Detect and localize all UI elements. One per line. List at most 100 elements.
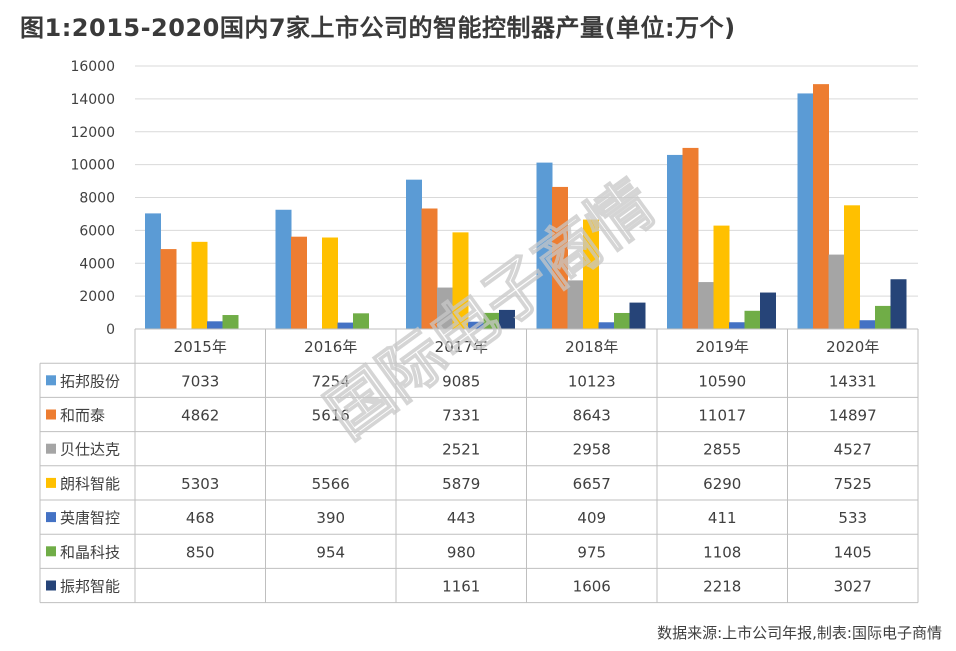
bar bbox=[598, 322, 615, 329]
data-label: 7525 bbox=[834, 475, 872, 493]
watermark-text: 国际电子商情 bbox=[314, 167, 668, 453]
bar bbox=[207, 321, 223, 329]
bar bbox=[452, 232, 469, 329]
bar bbox=[744, 310, 761, 329]
data-label: 4862 bbox=[181, 407, 219, 425]
bar bbox=[875, 305, 891, 329]
legend-key bbox=[46, 477, 56, 488]
data-label: 390 bbox=[316, 509, 345, 527]
data-label: 5616 bbox=[312, 407, 350, 425]
bar bbox=[468, 321, 484, 329]
legend-key bbox=[46, 580, 56, 591]
series-name: 和晶科技 bbox=[60, 543, 120, 561]
series-name: 朗科智能 bbox=[60, 475, 120, 493]
bar bbox=[698, 282, 714, 329]
series-name: 振邦智能 bbox=[60, 578, 120, 596]
data-label: 7254 bbox=[312, 372, 350, 390]
y-tick-label: 14000 bbox=[70, 92, 115, 108]
category-label: 2020年 bbox=[826, 338, 879, 356]
bar bbox=[499, 309, 515, 329]
data-label: 533 bbox=[838, 509, 867, 527]
data-label: 6290 bbox=[703, 475, 741, 493]
bar bbox=[437, 287, 453, 329]
bar bbox=[682, 147, 699, 329]
bar bbox=[406, 179, 422, 329]
data-label: 2958 bbox=[573, 441, 611, 459]
data-label: 1108 bbox=[703, 543, 741, 561]
bar bbox=[859, 320, 876, 329]
category-label: 2015年 bbox=[174, 338, 227, 356]
data-label: 2855 bbox=[703, 441, 741, 459]
bar bbox=[222, 315, 239, 329]
legend-key bbox=[46, 409, 56, 420]
bar bbox=[844, 205, 860, 329]
data-label: 1405 bbox=[834, 543, 872, 561]
data-label: 980 bbox=[447, 543, 476, 561]
bar bbox=[421, 208, 438, 329]
bars bbox=[145, 84, 907, 330]
data-label: 8643 bbox=[573, 407, 611, 425]
y-axis-ticks: 0 2000 4000 6000 8000 10000 12000 14000 16000 bbox=[70, 59, 115, 338]
y-tick-label: 16000 bbox=[70, 59, 115, 75]
data-label: 468 bbox=[186, 509, 215, 527]
data-label: 6657 bbox=[573, 475, 611, 493]
data-label: 11017 bbox=[698, 407, 746, 425]
data-label: 7331 bbox=[442, 407, 480, 425]
source-note: 数据来源:上市公司年报,制表:国际电子商情 bbox=[657, 624, 942, 642]
category-label: 2016年 bbox=[304, 338, 357, 356]
data-label: 10123 bbox=[568, 372, 616, 390]
y-tick-label: 12000 bbox=[70, 125, 115, 141]
grid-lines bbox=[135, 65, 918, 297]
data-label: 9085 bbox=[442, 372, 480, 390]
y-tick-label: 0 bbox=[106, 322, 115, 338]
data-label: 5566 bbox=[312, 475, 350, 493]
series-name: 和而泰 bbox=[60, 407, 105, 425]
bar bbox=[813, 84, 829, 330]
legend-key bbox=[46, 512, 56, 523]
bar bbox=[160, 249, 177, 329]
data-label: 954 bbox=[316, 543, 345, 561]
bar bbox=[614, 312, 630, 329]
data-label: 5879 bbox=[442, 475, 480, 493]
data-label: 443 bbox=[447, 509, 476, 527]
category-label: 2017年 bbox=[435, 338, 488, 356]
category-label: 2018年 bbox=[565, 338, 618, 356]
category-label: 2019年 bbox=[696, 338, 749, 356]
bar bbox=[713, 225, 730, 329]
data-label: 14331 bbox=[829, 372, 877, 390]
data-label: 409 bbox=[577, 509, 606, 527]
legend-key bbox=[46, 375, 56, 386]
data-label: 5303 bbox=[181, 475, 219, 493]
bar bbox=[729, 322, 745, 329]
bar bbox=[353, 313, 369, 329]
bar bbox=[145, 213, 161, 329]
y-tick-label: 6000 bbox=[79, 223, 115, 239]
data-label: 411 bbox=[708, 509, 737, 527]
bar bbox=[667, 154, 683, 329]
data-label: 1606 bbox=[573, 578, 611, 596]
legend-key bbox=[46, 546, 56, 557]
data-label: 850 bbox=[186, 543, 215, 561]
data-label: 3027 bbox=[834, 578, 872, 596]
bar bbox=[890, 279, 907, 329]
bar bbox=[536, 162, 553, 329]
legend-key bbox=[46, 443, 56, 454]
bar bbox=[629, 302, 646, 329]
y-tick-label: 8000 bbox=[79, 191, 115, 207]
data-label: 14897 bbox=[829, 407, 877, 425]
data-label: 2521 bbox=[442, 441, 480, 459]
series-name: 贝仕达克 bbox=[60, 441, 120, 459]
data-label: 1161 bbox=[442, 578, 480, 596]
series-name: 英唐智控 bbox=[60, 509, 120, 527]
data-label: 7033 bbox=[181, 372, 219, 390]
bar bbox=[483, 312, 500, 329]
bar bbox=[797, 93, 814, 329]
bar bbox=[552, 186, 568, 329]
bar bbox=[191, 241, 208, 329]
bar bbox=[567, 280, 584, 329]
bar bbox=[583, 219, 599, 329]
y-tick-label: 10000 bbox=[70, 158, 115, 174]
data-label: 2218 bbox=[703, 578, 741, 596]
